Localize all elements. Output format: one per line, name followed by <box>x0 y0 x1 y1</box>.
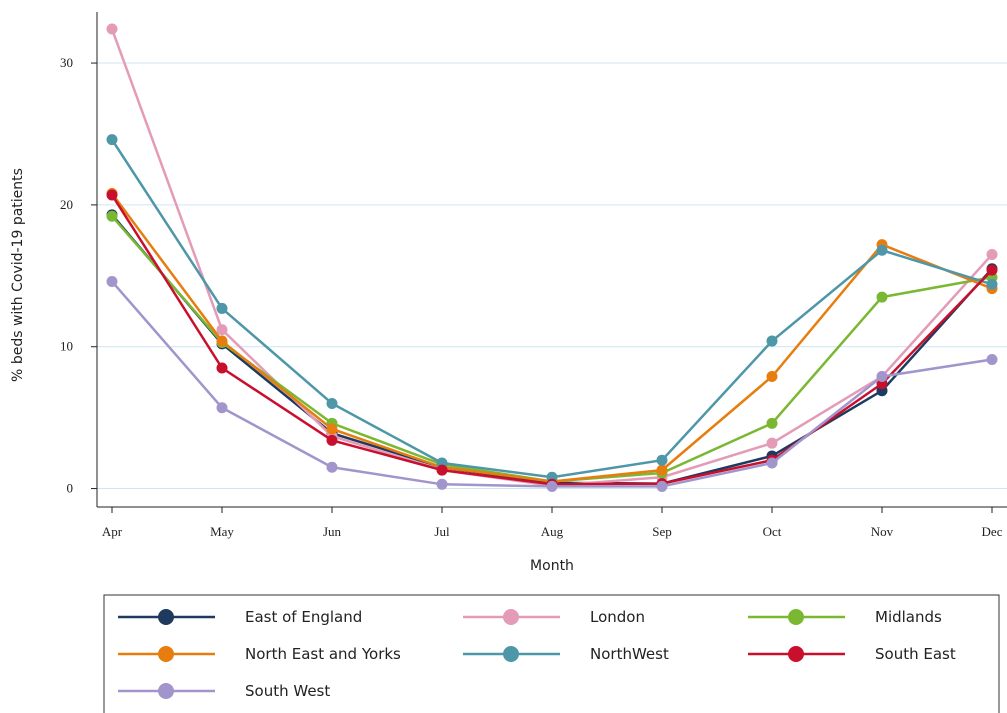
legend-swatch-marker <box>788 609 804 625</box>
point <box>326 434 338 446</box>
series-line <box>110 192 993 483</box>
point <box>216 402 228 414</box>
point <box>106 134 118 146</box>
y-axis-title: % beds with Covid-19 patients <box>10 168 26 382</box>
y-tick-label: 20 <box>60 197 73 212</box>
series-line <box>111 214 993 485</box>
point <box>876 291 888 303</box>
x-axis-title: Month <box>530 558 574 574</box>
point <box>986 353 998 365</box>
legend-swatch-marker <box>158 683 174 699</box>
y-tick-label: 10 <box>60 339 73 354</box>
point <box>216 362 228 374</box>
point <box>656 480 668 492</box>
legend-label: South East <box>875 645 956 663</box>
point <box>106 210 118 222</box>
point <box>986 264 998 276</box>
point <box>106 189 118 201</box>
point <box>986 249 998 261</box>
point <box>656 454 668 466</box>
x-tick-label: Dec <box>982 524 1003 539</box>
point <box>326 461 338 473</box>
point <box>986 278 998 290</box>
point <box>766 417 778 429</box>
x-tick-label: Sep <box>652 524 672 539</box>
legend-label: East of England <box>245 608 362 626</box>
point <box>766 371 778 383</box>
x-tick-label: Apr <box>102 524 123 539</box>
legend-swatch-marker <box>788 646 804 662</box>
point <box>656 464 668 476</box>
point <box>216 324 228 336</box>
x-tick-label: Aug <box>541 524 564 539</box>
point <box>436 478 448 490</box>
point <box>326 423 338 435</box>
legend-swatch-marker <box>158 609 174 625</box>
legend-swatch-marker <box>503 646 519 662</box>
legend-label: London <box>590 608 645 626</box>
point <box>106 275 118 287</box>
point <box>216 335 228 347</box>
point <box>106 23 118 35</box>
point <box>436 464 448 476</box>
x-tick-label: Jul <box>434 524 450 539</box>
legend-label: NorthWest <box>590 645 669 663</box>
legend-swatch-marker <box>503 609 519 625</box>
x-tick-label: Nov <box>871 524 894 539</box>
x-tick-label: Jun <box>323 524 342 539</box>
legend-box <box>103 594 1000 713</box>
series-line <box>110 194 993 486</box>
point <box>876 371 888 383</box>
y-tick-label: 0 <box>67 481 74 496</box>
point <box>766 457 778 469</box>
point <box>766 437 778 449</box>
legend-label: South West <box>245 682 330 700</box>
point <box>326 397 338 409</box>
point <box>216 302 228 314</box>
point <box>876 244 888 256</box>
y-tick-label: 30 <box>60 55 73 70</box>
legend-label: Midlands <box>875 608 942 626</box>
series-line <box>110 28 993 487</box>
legend-label: North East and Yorks <box>245 645 401 663</box>
series-line <box>110 138 993 479</box>
legend-swatch-marker <box>158 646 174 662</box>
point <box>546 480 558 492</box>
point <box>766 335 778 347</box>
series-line <box>111 215 993 483</box>
x-tick-label: May <box>210 524 234 539</box>
x-tick-label: Oct <box>763 524 782 539</box>
